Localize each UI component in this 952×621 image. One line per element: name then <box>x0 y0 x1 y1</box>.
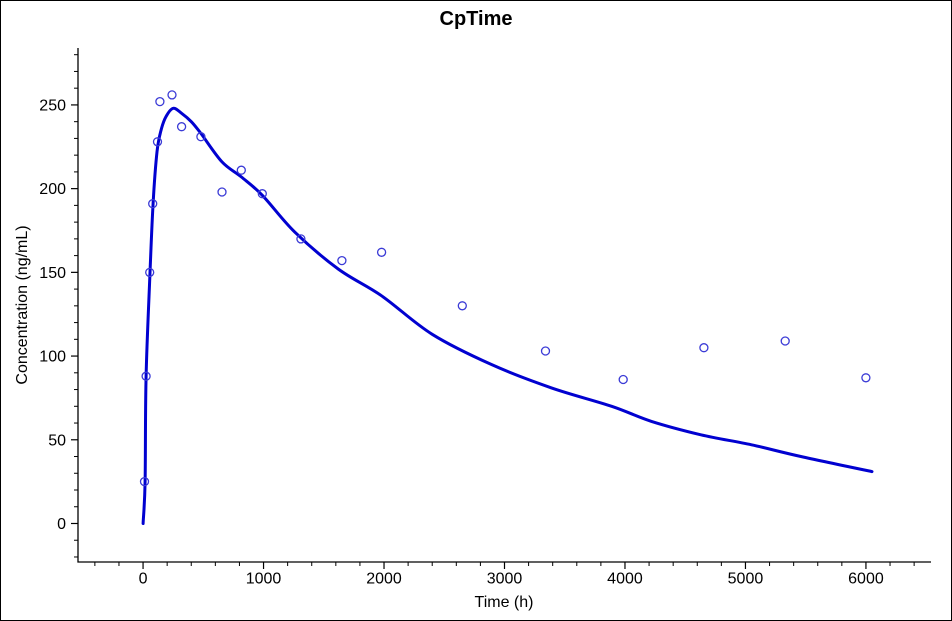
y-tick-label: 50 <box>48 432 66 449</box>
y-tick-label: 250 <box>39 97 66 114</box>
data-point-marker <box>618 374 628 385</box>
x-tick-label: 1000 <box>246 570 282 587</box>
data-point-marker <box>155 96 165 107</box>
chart-title: CpTime <box>439 8 513 30</box>
x-tick-label: 0 <box>139 570 148 587</box>
x-tick-label: 5000 <box>728 570 764 587</box>
data-point-marker <box>196 132 206 142</box>
fitted-curve-path <box>141 106 874 525</box>
data-point-marker <box>141 371 151 381</box>
data-point-marker <box>152 137 163 147</box>
data-point-marker <box>257 189 267 199</box>
x-tick-label: 3000 <box>487 570 523 587</box>
x-tick-label: 2000 <box>366 570 402 587</box>
y-tick-label: 0 <box>57 516 66 533</box>
data-point-marker <box>780 336 790 346</box>
x-axis-title: Time (h) <box>474 594 534 611</box>
data-point-marker <box>145 267 155 278</box>
y-tick-label: 100 <box>39 349 66 366</box>
data-point-marker <box>296 234 306 244</box>
y-tick-label: 150 <box>39 265 66 282</box>
data-point-marker <box>139 476 150 487</box>
y-tick-label: 200 <box>39 181 66 198</box>
data-point-marker <box>540 346 551 356</box>
data-point-marker <box>148 199 158 209</box>
data-point-marker <box>457 301 467 311</box>
data-point-marker <box>167 90 177 100</box>
data-point-marker <box>217 187 227 197</box>
data-point-marker <box>376 247 387 257</box>
data-point-marker <box>861 373 871 383</box>
x-tick-label: 4000 <box>607 570 643 587</box>
y-axis-title: Concentration (ng/mL) <box>14 225 31 385</box>
x-tick-label: 6000 <box>848 570 884 587</box>
data-point-marker <box>699 343 709 353</box>
axis-frame <box>77 48 931 563</box>
data-point-marker <box>176 122 187 132</box>
data-point-marker <box>236 165 246 175</box>
data-point-marker <box>337 255 347 266</box>
